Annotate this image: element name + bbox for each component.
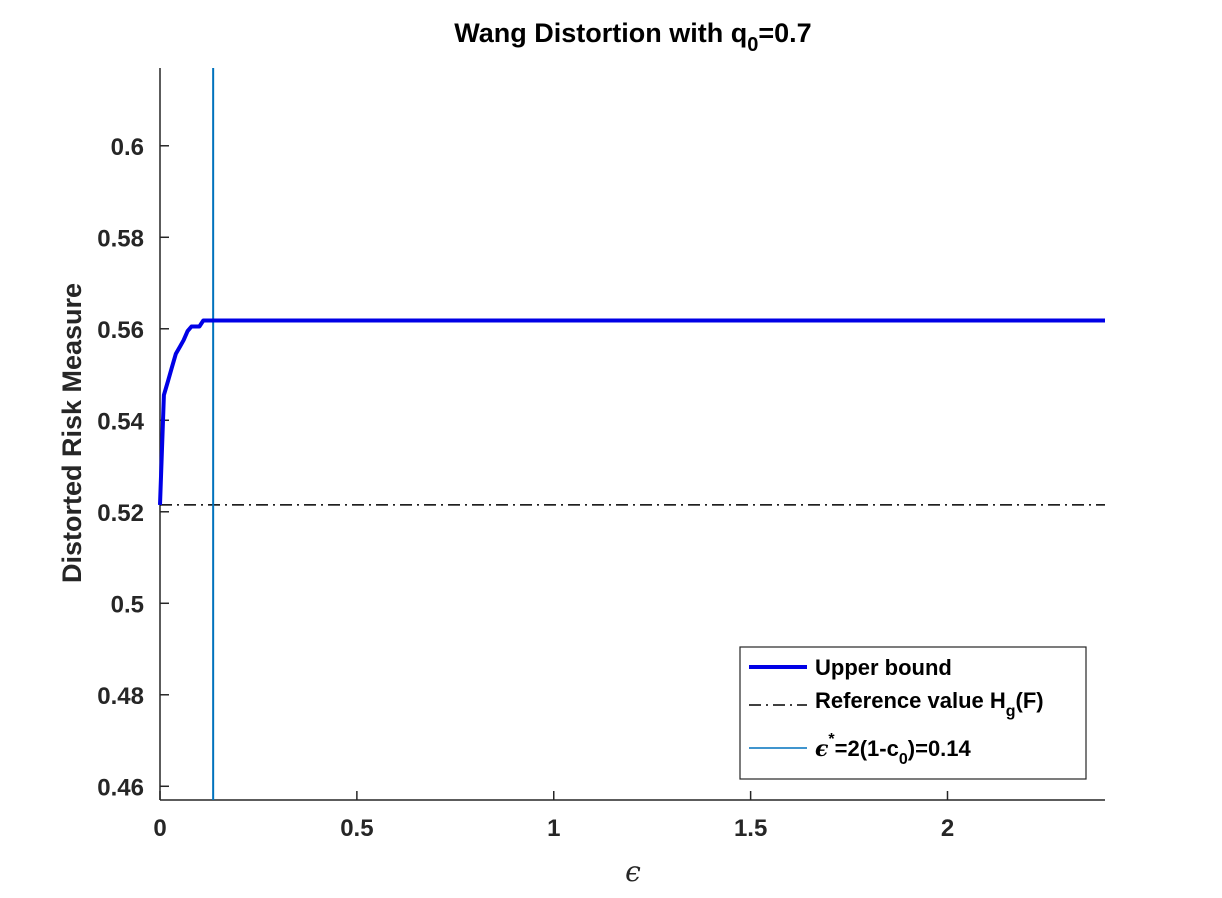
y-tick-label: 0.6 (111, 134, 144, 161)
y-tick-label: 0.56 (97, 317, 144, 344)
y-tick-label: 0.46 (97, 774, 144, 801)
y-tick-label: 0.5 (111, 591, 144, 618)
x-tick-label: 2 (941, 815, 954, 842)
chart-title-subscript: 0 (747, 34, 758, 56)
y-tick-label: 0.54 (97, 408, 144, 435)
x-tick-label: 1.5 (734, 815, 767, 842)
legend-label-reference: Reference value Hg(F) (815, 688, 1044, 720)
legend-label-epsilon-star: ϵ*=2(1-c0)=0.14 (815, 731, 972, 768)
x-axis-label: ϵ (625, 855, 641, 888)
chart-title: Wang Distortion with q0=0.7 (454, 18, 811, 56)
plot-area (158, 68, 1105, 800)
y-tick-label: 0.52 (97, 500, 144, 527)
axis-ticks: 0 0.5 1 1.5 2 0.46 0.48 0.5 0.52 0.54 0.56 0.58 0.6 (97, 134, 954, 842)
x-tick-label: 0 (153, 815, 166, 842)
x-tick-label: 0.5 (340, 815, 373, 842)
legend-label-upper-bound: Upper bound (815, 655, 952, 680)
y-tick-label: 0.58 (97, 225, 144, 252)
legend: Upper bound Reference value Hg(F) ϵ*=2(1… (739, 646, 1087, 780)
x-tick-label: 1 (547, 815, 560, 842)
upper-bound-line (158, 318, 1105, 505)
y-tick-label: 0.48 (97, 683, 144, 710)
y-axis-label: Distorted Risk Measure (57, 283, 87, 583)
